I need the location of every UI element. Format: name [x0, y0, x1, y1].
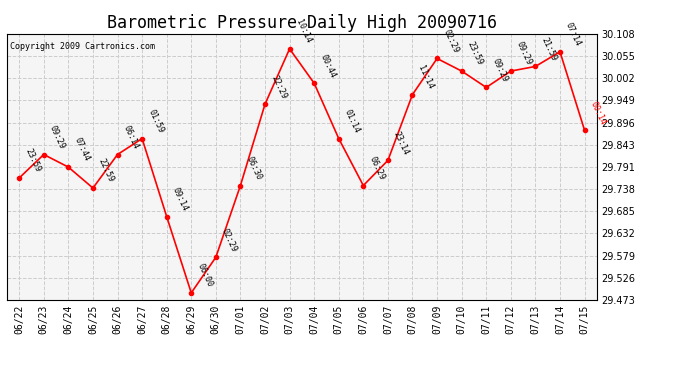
Text: 00:44: 00:44 [318, 53, 337, 79]
Text: 23:59: 23:59 [23, 147, 42, 174]
Text: 22:59: 22:59 [97, 158, 116, 184]
Text: 09:14: 09:14 [171, 186, 190, 212]
Text: 02:29: 02:29 [441, 28, 460, 54]
Text: 06:00: 06:00 [195, 262, 214, 289]
Text: 23:14: 23:14 [392, 130, 411, 156]
Text: 06:14: 06:14 [121, 124, 140, 150]
Text: 07:44: 07:44 [72, 136, 91, 163]
Text: 21:59: 21:59 [540, 36, 558, 62]
Text: 06:30: 06:30 [244, 155, 264, 182]
Text: 01:14: 01:14 [343, 108, 362, 134]
Title: Barometric Pressure Daily High 20090716: Barometric Pressure Daily High 20090716 [107, 14, 497, 32]
Text: 01:59: 01:59 [146, 108, 165, 134]
Text: 10:14: 10:14 [294, 18, 313, 45]
Text: 06:29: 06:29 [368, 155, 386, 182]
Text: 09:29: 09:29 [515, 40, 533, 67]
Text: 11:14: 11:14 [417, 64, 435, 90]
Text: 23:59: 23:59 [466, 40, 484, 67]
Text: 07:14: 07:14 [564, 21, 583, 48]
Text: 00:14: 00:14 [589, 99, 607, 126]
Text: 09:29: 09:29 [491, 57, 509, 83]
Text: Copyright 2009 Cartronics.com: Copyright 2009 Cartronics.com [10, 42, 155, 51]
Text: 09:29: 09:29 [48, 124, 67, 150]
Text: 02:29: 02:29 [220, 226, 239, 253]
Text: 22:29: 22:29 [269, 74, 288, 100]
